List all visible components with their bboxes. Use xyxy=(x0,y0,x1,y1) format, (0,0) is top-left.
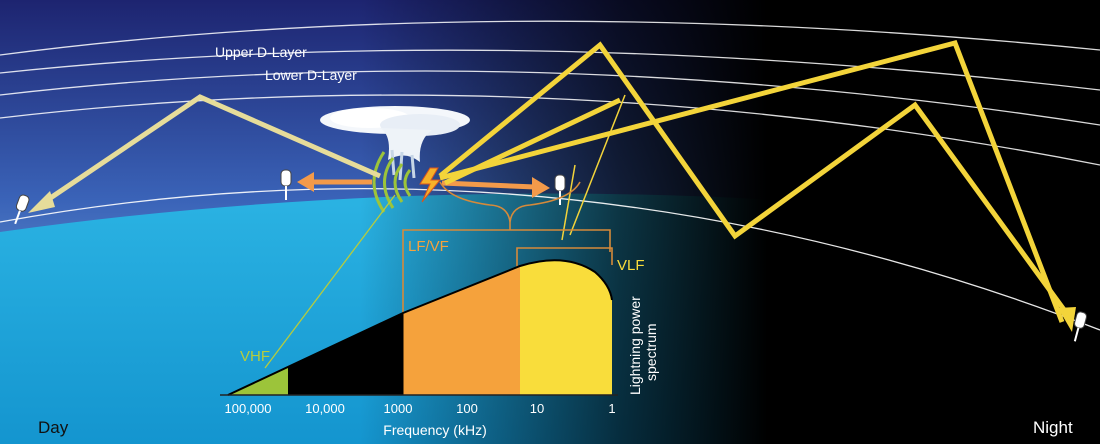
lf-vf-label: LF/VF xyxy=(408,238,449,255)
svg-text:spectrum: spectrum xyxy=(643,323,659,381)
tick-10: 10 xyxy=(530,401,544,416)
day-label: Day xyxy=(38,418,69,437)
tick-10000: 10,000 xyxy=(305,401,345,416)
tick-1000: 1000 xyxy=(384,401,413,416)
tick-1: 1 xyxy=(608,401,615,416)
upper-d-layer-label: Upper D-Layer xyxy=(215,44,307,60)
tick-100000: 100,000 xyxy=(225,401,272,416)
svg-text:Lightning power: Lightning power xyxy=(627,296,643,395)
vlf-label: VLF xyxy=(617,257,645,274)
tick-100: 100 xyxy=(456,401,478,416)
vhf-label: VHF xyxy=(240,348,270,365)
night-label: Night xyxy=(1033,418,1073,437)
lower-d-layer-label: Lower D-Layer xyxy=(265,67,357,83)
frequency-axis-label: Frequency (kHz) xyxy=(383,422,486,438)
